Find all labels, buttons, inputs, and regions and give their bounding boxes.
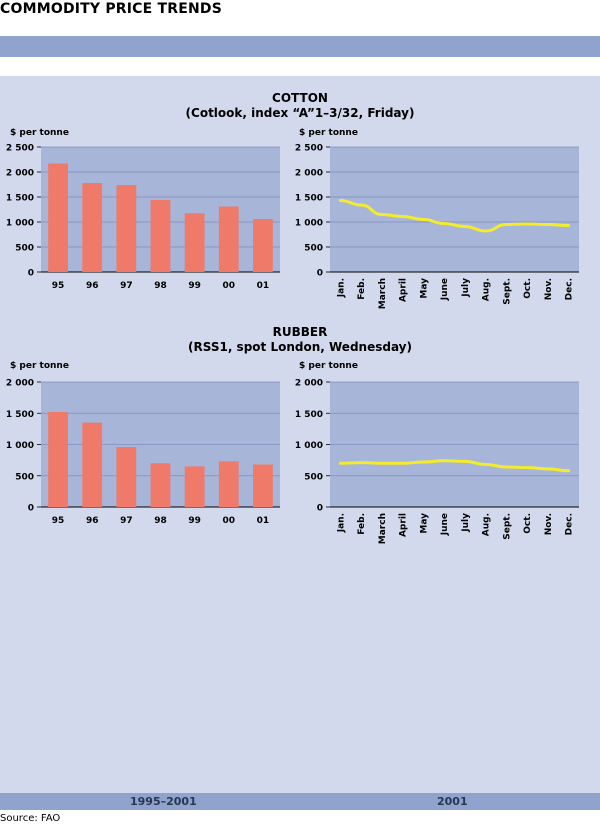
y-tick-label: 1 000 xyxy=(295,441,323,451)
x-tick-label: Feb. xyxy=(357,278,367,300)
footer-right-label: 2001 xyxy=(437,795,468,808)
bar xyxy=(150,463,171,507)
x-tick-label: Sept. xyxy=(502,278,512,305)
y-tick-label: 0 xyxy=(317,269,323,279)
bar xyxy=(48,163,68,272)
x-tick-label: 98 xyxy=(154,516,167,526)
x-tick-label: 99 xyxy=(188,516,201,526)
cotton-title-block: COTTON (Cotlook, index “A”1–3/32, Friday… xyxy=(0,91,600,121)
x-tick-label: 95 xyxy=(52,281,65,291)
y-tick-label: 2 000 xyxy=(6,379,34,389)
x-tick-label: 99 xyxy=(188,281,201,291)
x-tick-label: March xyxy=(378,278,388,309)
y-tick-label: 2 000 xyxy=(6,169,34,179)
y-tick-label: 1 000 xyxy=(295,219,323,229)
x-tick-label: Aug. xyxy=(482,278,492,301)
x-tick-label: Nov. xyxy=(544,278,554,300)
x-tick-label: Jan. xyxy=(336,278,346,298)
y-axis-label: $ per tonne xyxy=(299,361,358,371)
footer-band xyxy=(0,793,600,810)
x-tick-label: 97 xyxy=(120,281,133,291)
y-tick-label: 2 000 xyxy=(295,379,323,389)
bar xyxy=(82,183,103,272)
y-tick-label: 500 xyxy=(304,472,323,482)
y-tick-label: 0 xyxy=(28,269,34,279)
cotton-subtitle: (Cotlook, index “A”1–3/32, Friday) xyxy=(185,106,415,120)
bar xyxy=(150,200,171,272)
x-tick-label: Sept. xyxy=(502,513,512,540)
y-tick-label: 1 500 xyxy=(6,194,34,204)
x-tick-label: 01 xyxy=(257,516,270,526)
x-tick-label: July xyxy=(461,278,471,298)
x-tick-label: July xyxy=(461,513,471,533)
x-tick-label: 01 xyxy=(257,281,270,291)
y-tick-label: 2 500 xyxy=(6,144,34,154)
bar xyxy=(253,464,273,507)
x-tick-label: 00 xyxy=(223,516,236,526)
y-tick-label: 1 500 xyxy=(295,410,323,420)
header-band xyxy=(0,36,600,57)
y-tick-label: 1 500 xyxy=(295,194,323,204)
y-tick-label: 500 xyxy=(304,244,323,254)
bar xyxy=(116,447,137,507)
rubber-subtitle: (RSS1, spot London, Wednesday) xyxy=(188,340,412,354)
y-tick-label: 2 500 xyxy=(295,144,323,154)
bar xyxy=(184,466,205,507)
y-axis-label: $ per tonne xyxy=(10,361,69,371)
x-tick-label: Nov. xyxy=(544,513,554,535)
x-tick-label: 97 xyxy=(120,516,133,526)
plot-area xyxy=(330,147,579,272)
bar xyxy=(82,422,103,507)
series-line xyxy=(338,199,571,233)
y-tick-label: 1 000 xyxy=(6,441,34,451)
y-tick-label: 500 xyxy=(15,244,34,254)
y-tick-label: 2 000 xyxy=(295,169,323,179)
footer-left-label: 1995–2001 xyxy=(130,795,197,808)
x-tick-label: Oct. xyxy=(523,278,533,299)
y-axis-label: $ per tonne xyxy=(10,128,69,138)
y-tick-label: 0 xyxy=(28,504,34,514)
x-tick-label: Oct. xyxy=(523,513,533,534)
x-tick-label: March xyxy=(378,513,388,544)
page-title: COMMODITY PRICE TRENDS xyxy=(0,1,223,17)
x-tick-label: 00 xyxy=(223,281,236,291)
x-tick-label: 95 xyxy=(52,516,65,526)
x-tick-label: Jan. xyxy=(336,513,346,533)
rubber-title-block: RUBBER (RSS1, spot London, Wednesday) xyxy=(0,325,600,355)
x-tick-label: Dec. xyxy=(565,513,575,535)
bar xyxy=(218,206,239,272)
y-axis-label: $ per tonne xyxy=(299,128,358,138)
y-tick-label: 0 xyxy=(317,504,323,514)
x-tick-label: 98 xyxy=(154,281,167,291)
source-note: Source: FAO xyxy=(0,813,61,824)
cotton-title: COTTON xyxy=(272,91,328,105)
bar xyxy=(116,185,137,272)
x-tick-label: April xyxy=(399,513,409,537)
x-tick-label: 96 xyxy=(86,516,99,526)
x-tick-label: Dec. xyxy=(565,278,575,300)
series-line xyxy=(338,459,571,473)
x-tick-label: June xyxy=(440,278,450,301)
x-tick-label: May xyxy=(419,513,429,534)
bar xyxy=(48,412,68,507)
x-tick-label: May xyxy=(419,278,429,299)
bar xyxy=(253,219,273,272)
bar xyxy=(184,213,205,272)
x-tick-label: 96 xyxy=(86,281,99,291)
rubber-title: RUBBER xyxy=(272,325,328,339)
bar xyxy=(218,461,239,507)
x-tick-label: Aug. xyxy=(482,513,492,536)
x-tick-label: Feb. xyxy=(357,513,367,535)
x-tick-label: April xyxy=(399,278,409,302)
y-tick-label: 500 xyxy=(15,472,34,482)
y-tick-label: 1 000 xyxy=(6,219,34,229)
x-tick-label: June xyxy=(440,513,450,536)
y-tick-label: 1 500 xyxy=(6,410,34,420)
